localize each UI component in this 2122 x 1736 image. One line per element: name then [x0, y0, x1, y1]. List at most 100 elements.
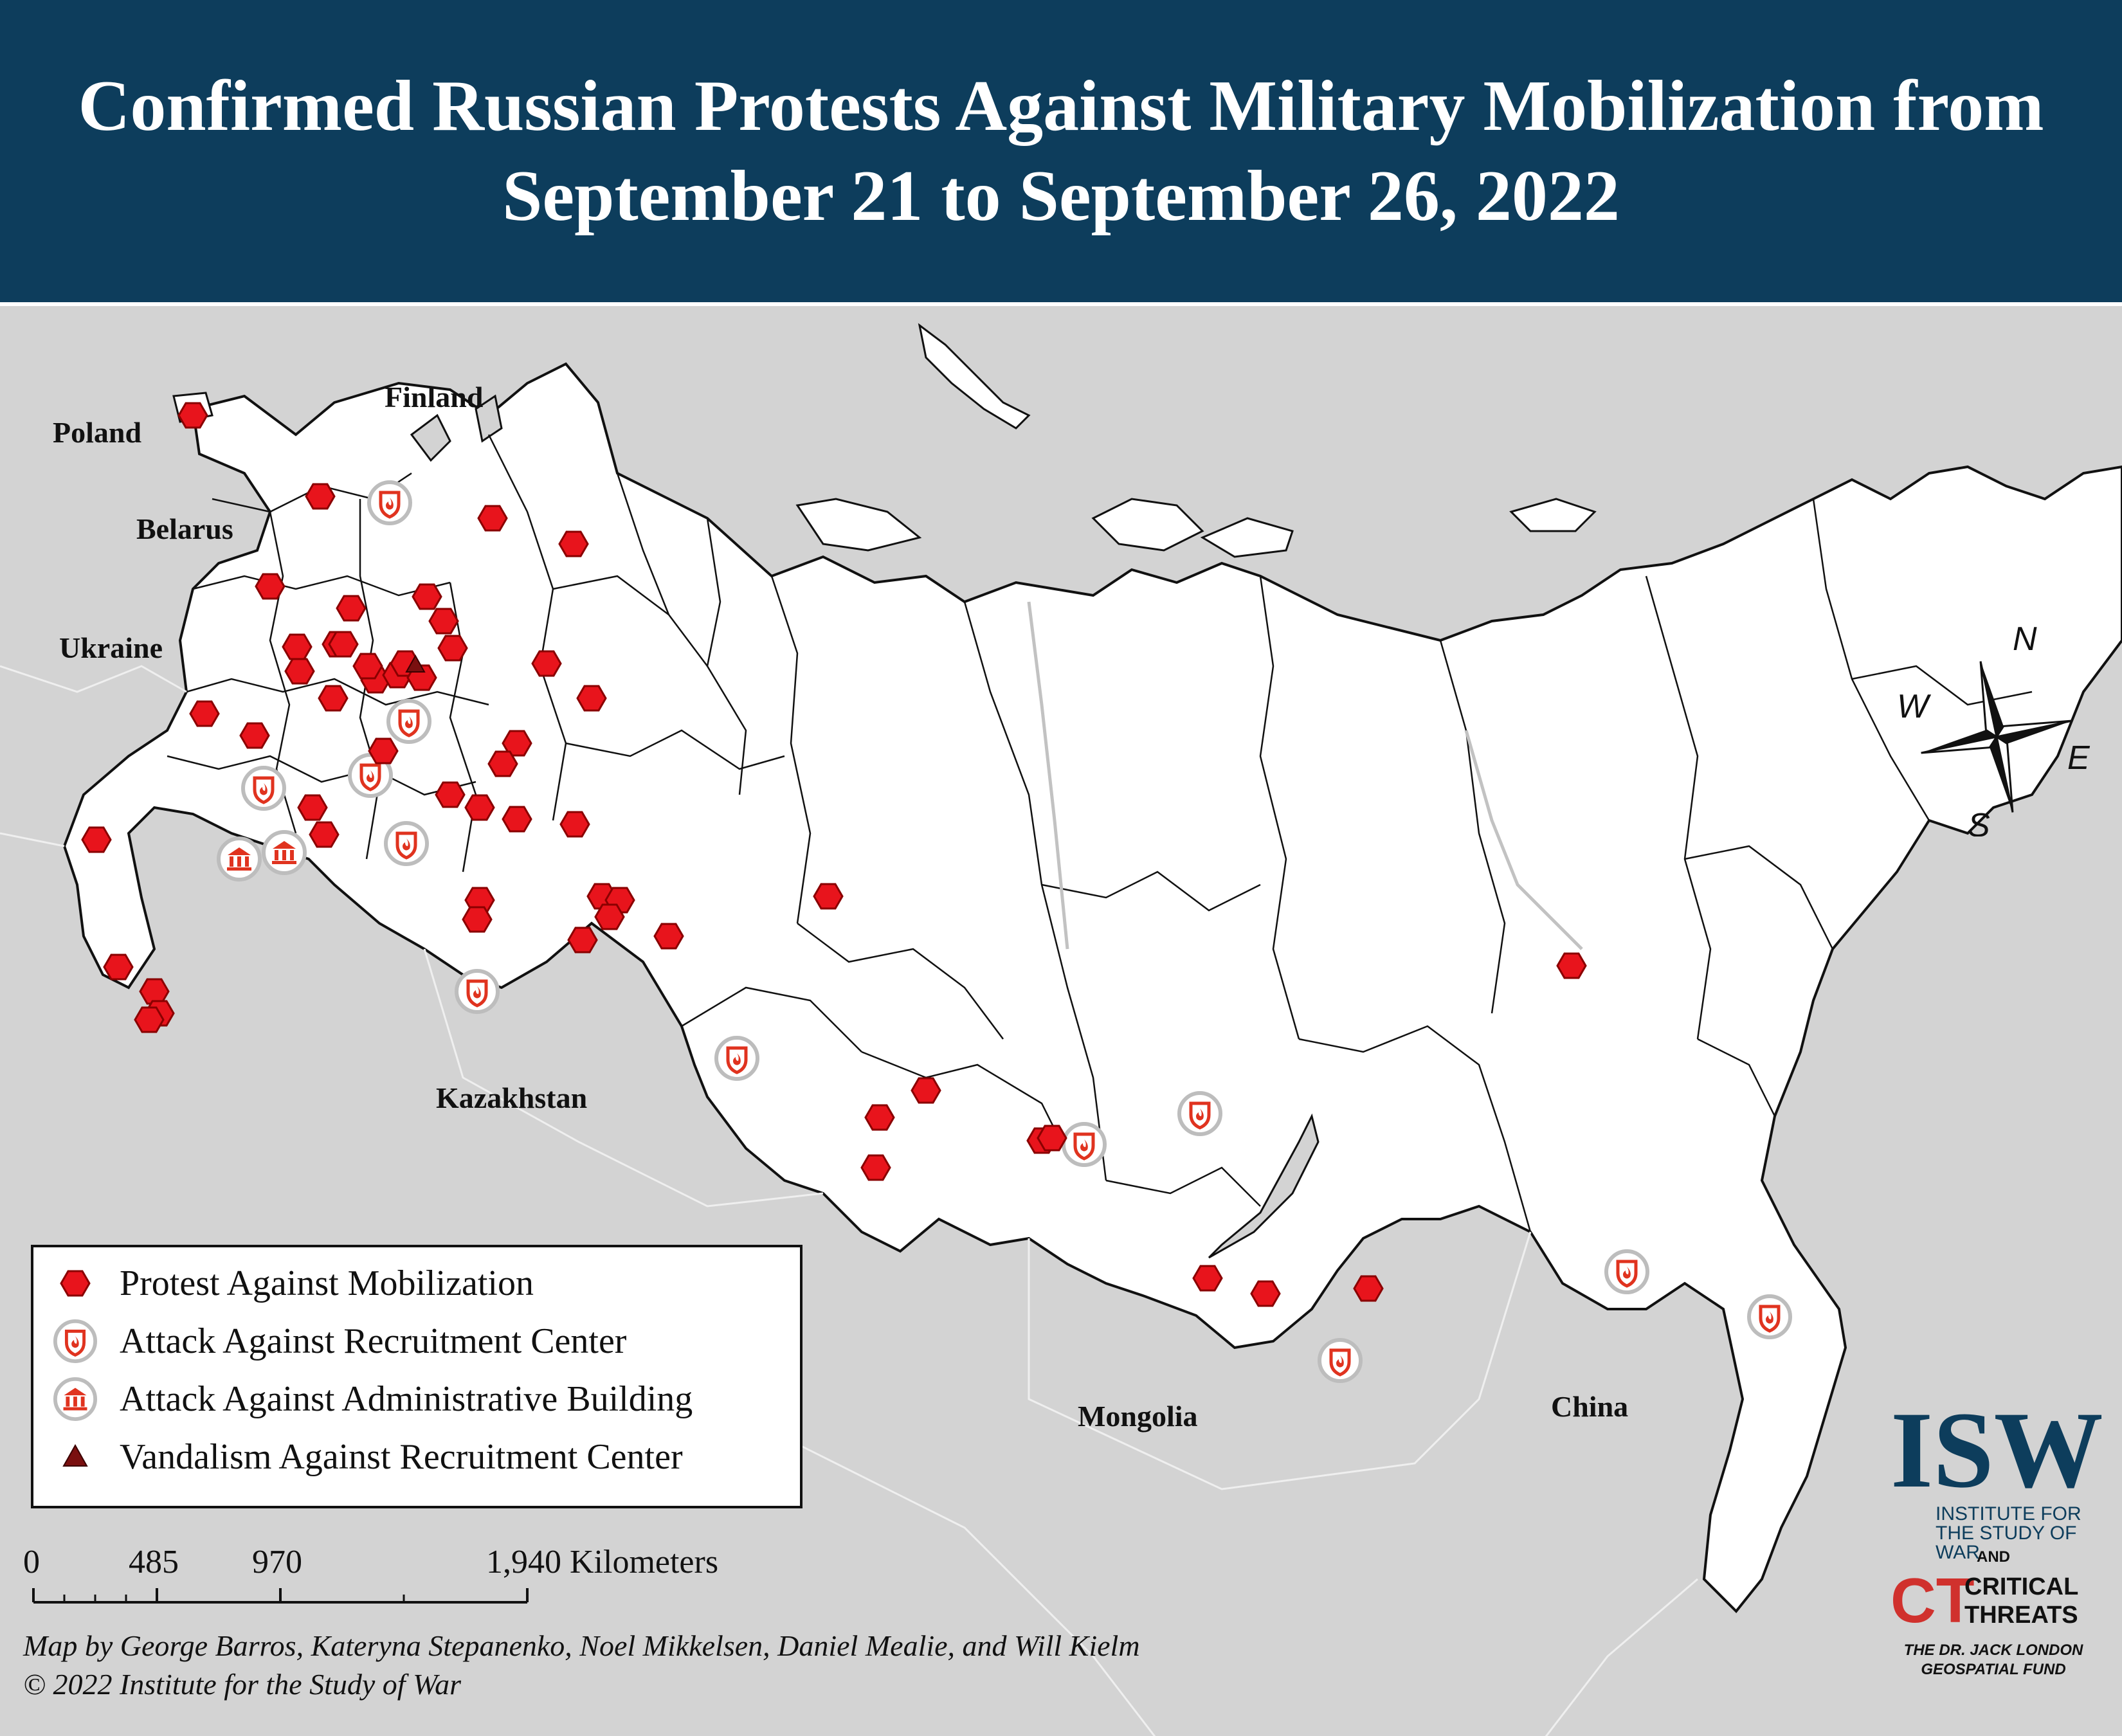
protest-marker — [352, 653, 383, 680]
legend-label-vandalism: Vandalism Against Recruitment Center — [120, 1437, 683, 1477]
protest-marker — [435, 781, 466, 808]
legend-label-protest: Protest Against Mobilization — [120, 1263, 534, 1303]
fund-text: THE DR. JACK LONDON GEOSPATIAL FUND — [1878, 1641, 2109, 1679]
protest-marker — [305, 483, 336, 510]
markers-layer — [81, 402, 1790, 1381]
protest-marker — [282, 633, 313, 660]
recruitment-attack-marker — [1749, 1296, 1790, 1337]
recruitment-attack-marker — [369, 482, 410, 523]
recruitment-attack-marker — [1319, 1340, 1361, 1381]
recruitment-attack-marker — [716, 1038, 757, 1079]
legend-item-admin-attack: Attack Against Administrative Building — [46, 1373, 693, 1425]
protest-marker — [1037, 1125, 1067, 1152]
protest-marker — [1250, 1280, 1281, 1307]
protest-marker — [860, 1154, 891, 1181]
admin-attack-marker — [264, 832, 305, 873]
fund-line2: GEOSPATIAL FUND — [1921, 1661, 2066, 1678]
rivers — [1027, 601, 1583, 950]
lakes — [410, 394, 1319, 1259]
ct-logo-text: CRITICAL THREATS — [1964, 1573, 2078, 1629]
protest-marker — [297, 794, 328, 821]
ct-line1: CRITICAL — [1964, 1573, 2079, 1600]
vandalism-marker — [405, 654, 426, 673]
protest-marker — [81, 826, 112, 853]
ct-line2: THREATS — [1964, 1602, 2078, 1629]
fire-shield-icon — [46, 1316, 104, 1367]
protest-marker — [594, 903, 625, 930]
protest-marker — [559, 811, 590, 838]
protest-marker — [336, 595, 367, 622]
recruitment-attack-marker — [1179, 1093, 1220, 1134]
protest-hexagon-icon — [46, 1258, 104, 1309]
protest-marker — [428, 608, 459, 635]
map-area: Poland Finland Belarus Ukraine Kazakhsta… — [0, 302, 2122, 1736]
protest-marker — [864, 1104, 895, 1131]
protest-marker — [309, 821, 340, 848]
scale-bar: 0 485 970 1,940 Kilometers — [19, 1543, 791, 1614]
protest-marker — [328, 631, 359, 658]
legend-item-vandalism: Vandalism Against Recruitment Center — [46, 1431, 683, 1483]
protest-marker — [576, 685, 607, 712]
recruitment-attack-marker — [388, 701, 430, 742]
protest-marker — [239, 722, 270, 749]
logos: ISW INSTITUTE FOR THE STUDY OF WAR AND C… — [1878, 1395, 2109, 1691]
protest-marker — [412, 583, 442, 610]
scale-bar-graphic — [32, 1588, 529, 1604]
map-canvas — [0, 323, 2122, 1736]
credits: Map by George Barros, Kateryna Stepanenk… — [23, 1627, 1140, 1704]
scale-label-1940: 1,940 Kilometers — [486, 1544, 719, 1580]
logos-and: AND — [1977, 1548, 2010, 1566]
isw-logo: ISW — [1891, 1389, 2103, 1510]
recruitment-attack-marker — [1064, 1124, 1105, 1165]
protest-marker — [1353, 1275, 1384, 1302]
scale-label-970: 970 — [252, 1544, 302, 1580]
credits-copyright: © 2022 Institute for the Study of War — [23, 1668, 462, 1701]
credits-authors: Map by George Barros, Kateryna Stepanenk… — [23, 1629, 1140, 1662]
legend-label-recruitment-attack: Attack Against Recruitment Center — [120, 1321, 627, 1361]
label-kazakhstan: Kazakhstan — [436, 1081, 588, 1114]
protest-marker — [103, 954, 134, 981]
protest-marker — [531, 650, 562, 677]
ct-logo-mark: CT — [1891, 1565, 1975, 1636]
admin-attack-marker — [219, 838, 260, 880]
protest-marker — [1556, 952, 1587, 979]
protest-marker — [813, 883, 844, 910]
protest-marker — [653, 923, 684, 950]
protest-marker — [567, 927, 598, 954]
protest-marker — [1192, 1265, 1223, 1292]
compass-n: N — [2013, 624, 2037, 658]
label-poland: Poland — [53, 416, 142, 449]
scale-label-0: 0 — [23, 1544, 40, 1580]
map-title: Confirmed Russian Protests Against Milit… — [78, 66, 2044, 236]
triangle-icon — [46, 1431, 104, 1483]
recruitment-attack-marker — [243, 768, 284, 809]
protest-marker — [911, 1077, 941, 1104]
protest-marker — [177, 402, 208, 429]
protest-marker — [318, 685, 349, 712]
recruitment-attack-marker — [386, 823, 427, 864]
legend: Protest Against Mobilization Attack Agai… — [31, 1245, 803, 1508]
label-ukraine: Ukraine — [59, 631, 163, 664]
protest-marker — [502, 806, 532, 833]
label-china: China — [1551, 1390, 1629, 1423]
legend-item-recruitment-attack: Attack Against Recruitment Center — [46, 1316, 626, 1367]
compass-s: S — [1968, 807, 1990, 836]
label-belarus: Belarus — [136, 512, 233, 545]
protest-marker — [437, 635, 468, 662]
fund-line1: THE DR. JACK LONDON — [1903, 1641, 2083, 1659]
recruitment-attack-marker — [457, 971, 498, 1012]
compass-w: W — [1897, 688, 1932, 725]
protest-marker — [464, 794, 495, 821]
compass-rose: N W E S — [1897, 624, 2090, 836]
protest-marker — [139, 978, 170, 1005]
isw-subtitle: INSTITUTE FOR THE STUDY OF WAR — [1936, 1503, 2081, 1563]
label-finland: Finland — [385, 381, 484, 413]
protest-marker — [477, 505, 508, 532]
protest-marker — [255, 573, 286, 600]
protest-marker — [487, 750, 518, 777]
protest-marker — [189, 700, 220, 727]
russia-territory — [62, 362, 2122, 1613]
scale-label-485: 485 — [129, 1544, 179, 1580]
compass-e: E — [2067, 739, 2090, 777]
protest-marker — [462, 906, 493, 933]
